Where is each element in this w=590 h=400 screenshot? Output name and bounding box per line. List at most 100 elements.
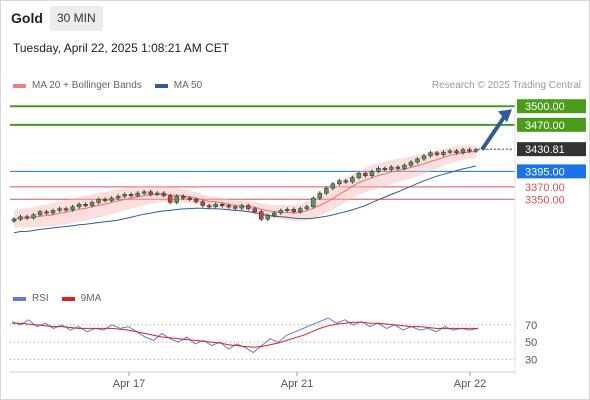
legend-label-ma50: MA 50 xyxy=(173,80,203,91)
rsi-tick-label: 50 xyxy=(525,337,537,349)
legend-item-9ma: 9MA xyxy=(61,293,102,304)
candle-body xyxy=(11,218,17,222)
candle-body xyxy=(278,210,284,214)
legend-label-rsi: RSI xyxy=(32,293,49,304)
candle-body xyxy=(460,149,466,154)
candle-body xyxy=(70,206,75,211)
price-legend: MA 20 + Bollinger Bands MA 50 xyxy=(13,80,215,91)
candle-body xyxy=(473,149,479,152)
bollinger-band xyxy=(14,145,476,228)
rsi-line xyxy=(11,317,479,354)
candle-body xyxy=(343,180,349,183)
legend-item-rsi: RSI xyxy=(13,293,49,304)
x-tick-label: Apr 17 xyxy=(113,378,145,390)
candle-body xyxy=(252,208,258,212)
candle-body xyxy=(428,152,433,157)
candle-body xyxy=(96,199,101,203)
legend-swatch-rsi xyxy=(13,296,26,301)
legend-item-ma50: MA 50 xyxy=(154,80,203,91)
price-tag-label-1: 3470.00 xyxy=(525,120,565,132)
candle-body xyxy=(109,197,114,201)
candle-body xyxy=(447,150,453,153)
candle-body xyxy=(219,204,225,207)
candle-body xyxy=(285,208,290,211)
legend-swatch-ma50 xyxy=(154,83,168,88)
candle-body xyxy=(337,180,342,185)
candle-body xyxy=(193,199,199,203)
candle-body xyxy=(213,204,218,208)
legend-swatch-ma20 xyxy=(13,83,26,88)
timeframe-badge[interactable]: 30 MIN xyxy=(50,6,103,31)
price-tag-label-0: 3500.00 xyxy=(525,101,565,113)
candle-body xyxy=(304,206,310,209)
legend-label-9ma: 9MA xyxy=(80,293,102,304)
forecast-arrow-head xyxy=(498,109,512,123)
candle-body xyxy=(141,191,147,194)
price-tag-label-5: 3350.00 xyxy=(525,194,565,206)
legend-swatch-9ma xyxy=(61,296,75,301)
candle-body xyxy=(324,187,329,194)
candle-body xyxy=(128,194,134,197)
rsi-legend: RSI 9MA xyxy=(13,293,114,304)
candle-body xyxy=(83,204,88,207)
candle-body xyxy=(239,205,244,209)
candle-body xyxy=(376,168,381,172)
price-tag-bg-0 xyxy=(517,99,586,114)
candle-body xyxy=(161,192,166,196)
candle-body xyxy=(187,197,192,200)
candle-body xyxy=(18,216,23,220)
candle-body xyxy=(37,211,43,216)
rsi-tick-label: 30 xyxy=(525,354,537,366)
candle-body xyxy=(246,205,251,209)
candle-body xyxy=(24,216,30,219)
candle-body xyxy=(454,150,459,154)
timestamp: Tuesday, April 22, 2025 1:08:21 AM CET xyxy=(13,41,230,55)
candle-body xyxy=(434,152,440,155)
candle-body xyxy=(63,208,69,211)
candle-body xyxy=(291,208,297,212)
candle-body xyxy=(226,205,231,208)
price-tag-bg-2 xyxy=(517,142,586,157)
candle-body xyxy=(311,197,316,208)
price-tag-label-4: 3370.00 xyxy=(525,182,565,194)
price-pane: 3500.00 3470.00 3430.81 3395.00 3370.003350.… xyxy=(10,99,586,234)
candle-body xyxy=(395,166,401,169)
candle-body xyxy=(441,151,446,155)
candle-body xyxy=(50,210,56,214)
price-tag-bg-3 xyxy=(517,164,586,179)
candle-body xyxy=(382,168,388,171)
candle-body xyxy=(167,195,173,203)
ma50-line xyxy=(13,165,477,234)
candle-body xyxy=(89,202,95,206)
candle-body xyxy=(206,205,212,208)
x-tick-label: Apr 21 xyxy=(281,378,313,390)
price-tag-label-3: 3395.00 xyxy=(525,166,565,178)
price-tag-bg-1 xyxy=(517,117,586,132)
candle-body xyxy=(122,194,127,197)
candle-body xyxy=(272,212,277,216)
candle-body xyxy=(102,199,108,202)
candle-body xyxy=(148,191,153,195)
candle-body xyxy=(415,158,420,163)
legend-item-ma20: MA 20 + Bollinger Bands xyxy=(13,80,142,91)
candle-body xyxy=(363,172,368,176)
candle-body xyxy=(356,172,362,178)
candle-body xyxy=(467,149,472,152)
candle-body xyxy=(31,214,36,219)
candle-body xyxy=(115,195,121,199)
candle-body xyxy=(317,192,323,199)
rsi-tick-label: 70 xyxy=(525,320,537,332)
ma20-line xyxy=(13,151,477,220)
candle-body xyxy=(200,201,205,206)
candle-body xyxy=(265,215,271,220)
forecast-arrow-shaft xyxy=(480,113,508,151)
rsi-pane: 70 50 30 xyxy=(10,317,537,366)
candle-body xyxy=(76,204,82,208)
candle-body xyxy=(408,161,414,166)
candle-body xyxy=(369,171,375,176)
price-tag-label-2: 3430.81 xyxy=(525,144,565,156)
legend-label-ma20: MA 20 + Bollinger Bands xyxy=(32,80,142,91)
candle-body xyxy=(389,166,394,170)
candle-body xyxy=(350,177,355,183)
